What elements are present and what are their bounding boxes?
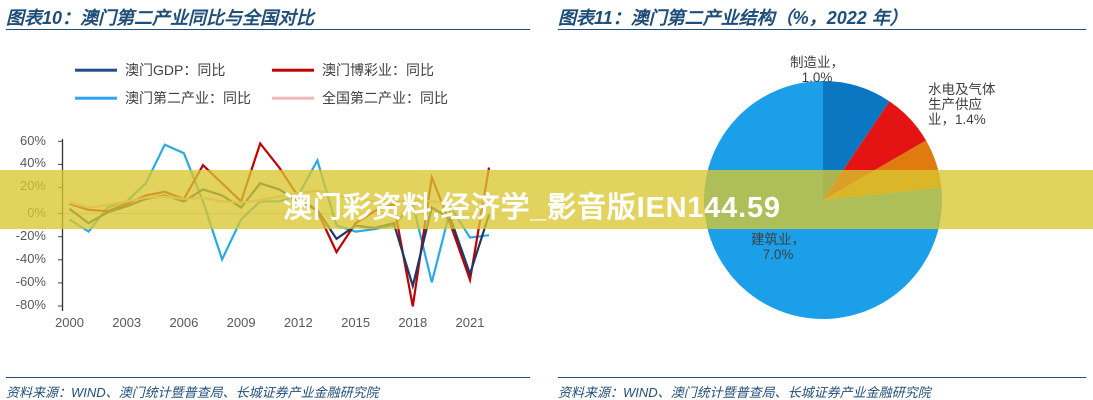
- svg-text:2006: 2006: [169, 315, 198, 330]
- svg-text:40%: 40%: [20, 155, 46, 170]
- svg-text:-20%: -20%: [16, 228, 47, 243]
- svg-text:2015: 2015: [341, 315, 370, 330]
- svg-text:2021: 2021: [456, 315, 485, 330]
- svg-text:2000: 2000: [55, 315, 84, 330]
- svg-text:-40%: -40%: [16, 251, 47, 266]
- svg-text:2018: 2018: [398, 315, 427, 330]
- svg-text:2012: 2012: [284, 315, 313, 330]
- svg-text:2009: 2009: [227, 315, 256, 330]
- svg-text:60%: 60%: [20, 133, 46, 148]
- svg-text:-80%: -80%: [16, 297, 47, 312]
- svg-text:2003: 2003: [112, 315, 141, 330]
- svg-text:-60%: -60%: [16, 274, 47, 289]
